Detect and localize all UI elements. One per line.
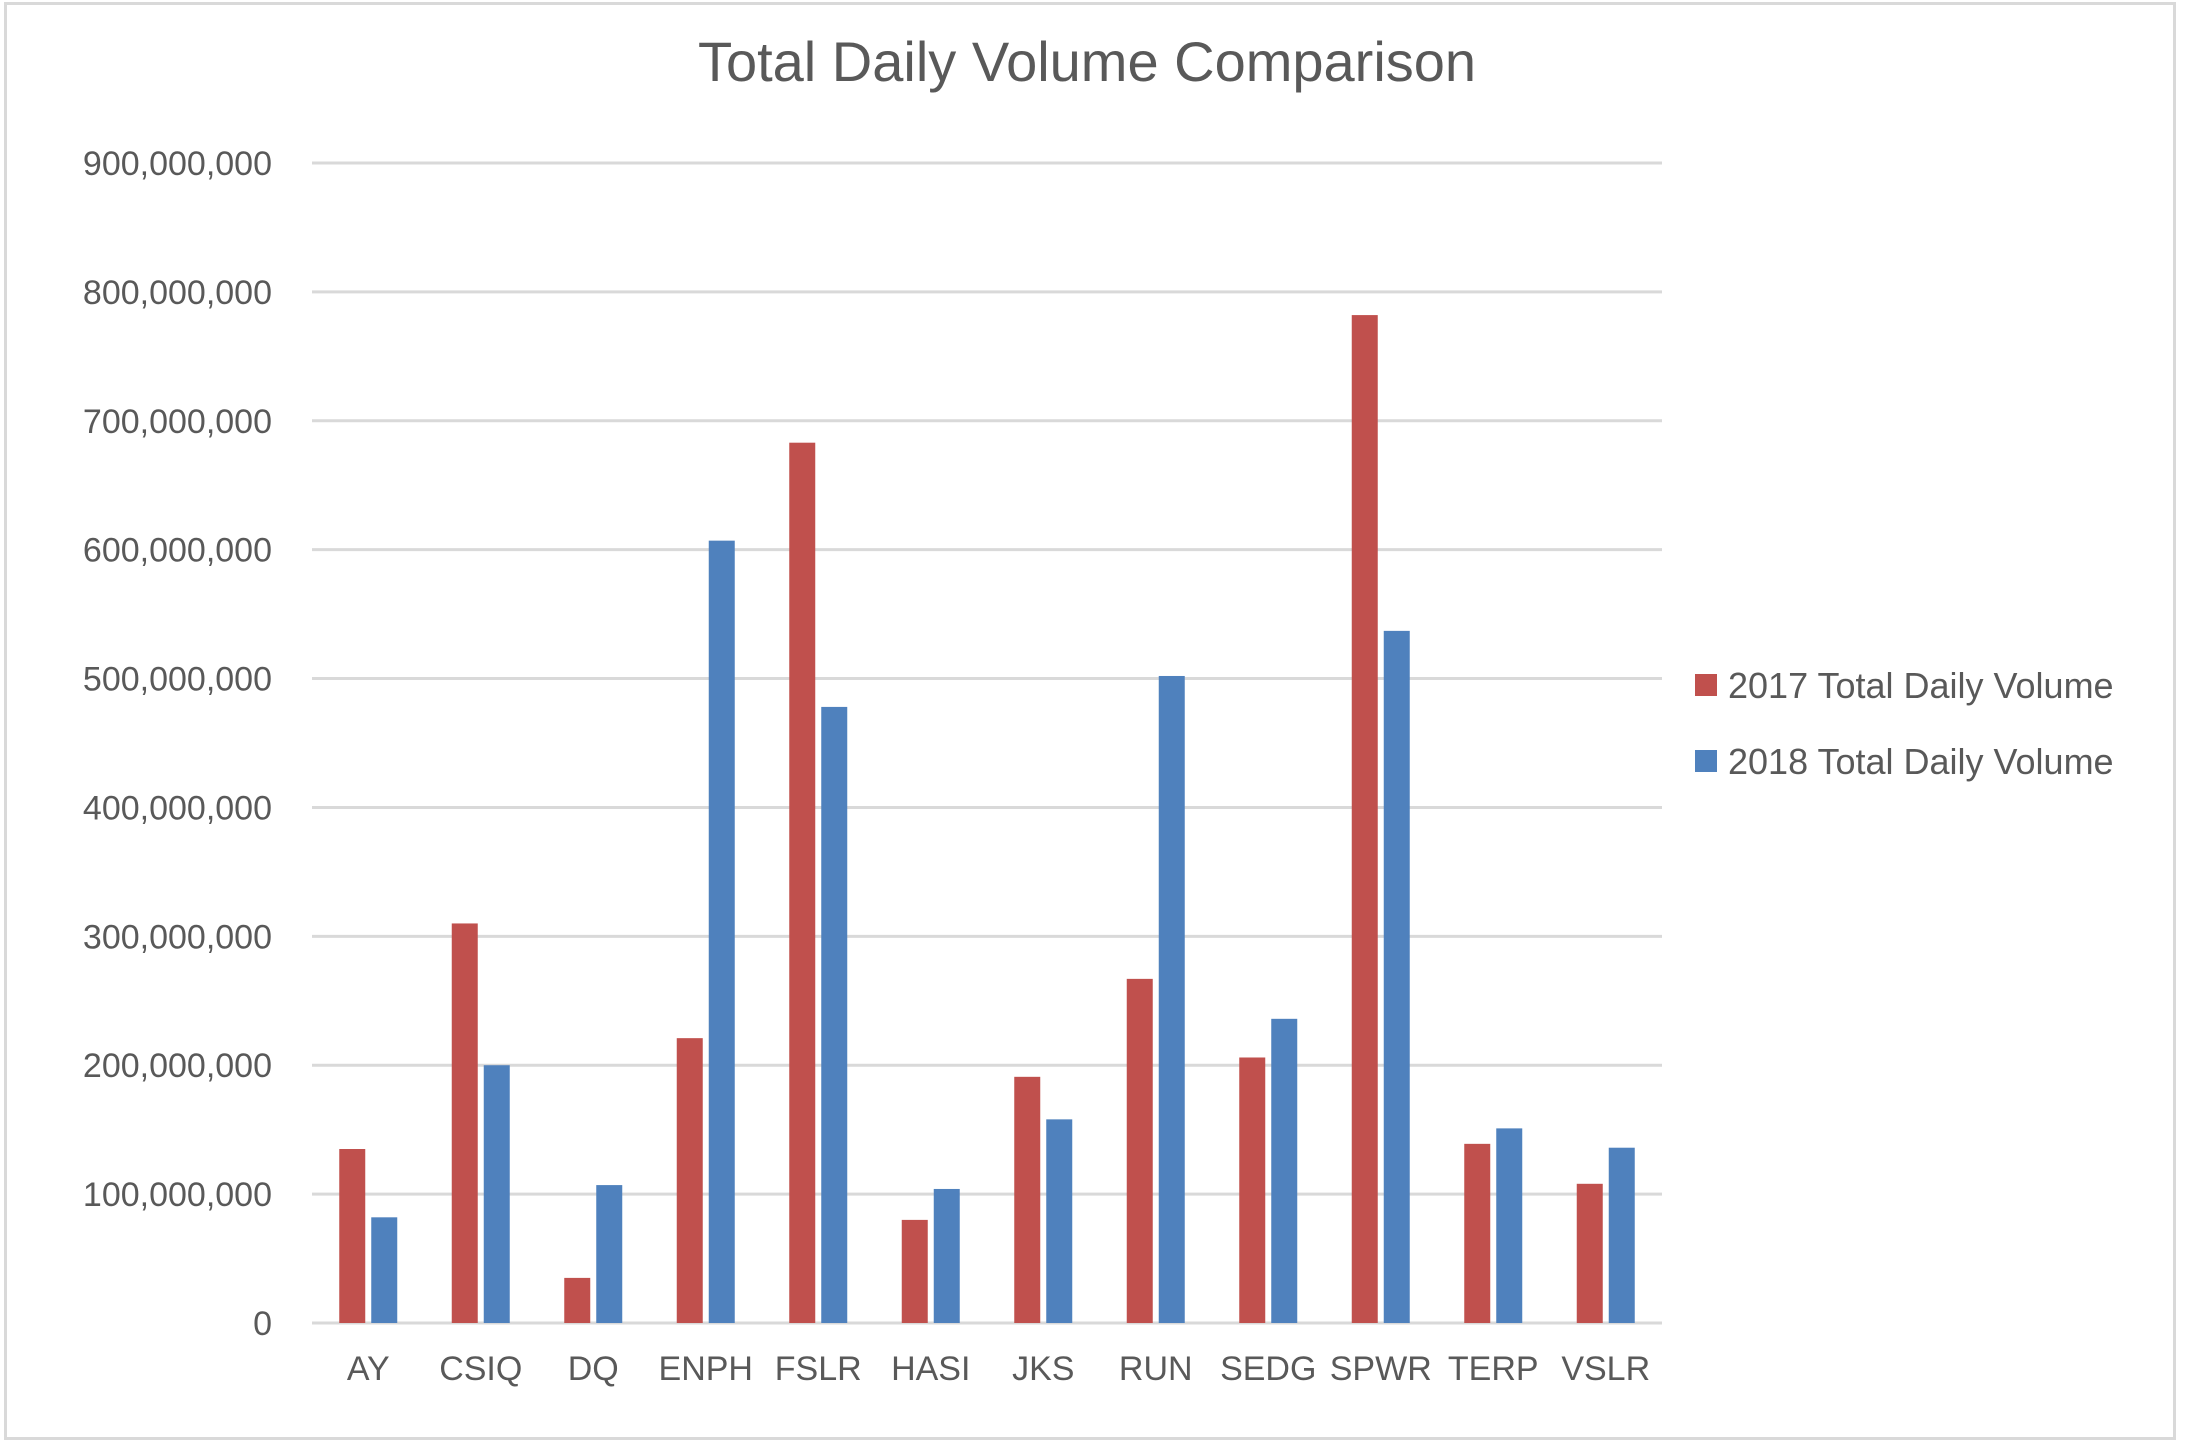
legend-label: 2017 Total Daily Volume [1728,665,2114,706]
chart-title: Total Daily Volume Comparison [698,30,1476,93]
bar-chart: Total Daily Volume Comparison 0 100,000,0… [83,30,2114,1388]
bars [339,315,1635,1324]
x-tick-label: AY [347,1350,390,1388]
bar-2017-csiq [451,923,478,1323]
y-tick-label: 700,000,000 [83,403,272,441]
x-tick-label: SPWR [1330,1350,1432,1388]
x-tick-label: TERP [1448,1350,1539,1388]
legend-swatch [1695,750,1717,772]
bar-2018-enph [708,540,735,1323]
y-tick-label: 800,000,000 [83,274,272,312]
bar-2017-vslr [1576,1183,1603,1323]
chart-frame: Total Daily Volume Comparison 0 100,000,0… [4,2,2176,1440]
y-tick-label: 900,000,000 [83,145,272,183]
bar-2018-dq [596,1185,623,1323]
y-tick-label: 200,000,000 [83,1047,272,1085]
bar-2017-ay [339,1149,366,1323]
y-tick-label: 500,000,000 [83,661,272,699]
gridlines [312,161,1662,1325]
x-tick-label: ENPH [659,1350,753,1388]
y-tick-label: 600,000,000 [83,532,272,570]
legend: 2017 Total Daily Volume 2018 Total Daily … [1695,665,2114,782]
bar-2017-spwr [1351,315,1378,1324]
bar-2018-vslr [1608,1147,1635,1323]
bar-2018-sedg [1271,1018,1298,1323]
bar-2017-fslr [789,442,816,1323]
bar-2017-terp [1464,1143,1491,1323]
bar-2017-dq [564,1277,591,1323]
bar-2018-run [1158,675,1185,1323]
x-tick-label: FSLR [775,1350,862,1388]
y-tick-label: 300,000,000 [83,918,272,956]
legend-swatch [1695,674,1717,696]
x-tick-label: RUN [1119,1350,1193,1388]
bar-2018-spwr [1383,630,1410,1323]
x-tick-label: HASI [891,1350,970,1388]
bar-2018-jks [1046,1119,1073,1323]
x-axis-ticks: AY CSIQ DQ ENPH FSLR HASI JKS RUN SEDG SPWR TERP VS… [347,1350,1650,1388]
bar-2018-ay [371,1217,398,1323]
y-tick-label: 400,000,000 [83,789,272,827]
x-tick-label: SEDG [1220,1350,1316,1388]
x-tick-label: VSLR [1561,1350,1650,1388]
y-tick-label: 0 [253,1305,272,1343]
bar-2017-sedg [1239,1057,1266,1323]
legend-label: 2018 Total Daily Volume [1728,741,2114,782]
bar-2018-terp [1496,1128,1523,1323]
x-tick-label: JKS [1012,1350,1074,1388]
bar-2017-run [1126,978,1153,1323]
y-axis-ticks: 0 100,000,000 200,000,000 300,000,000 400,00… [83,145,272,1343]
y-tick-label: 100,000,000 [83,1176,272,1214]
bar-2017-enph [676,1038,703,1323]
bar-2018-csiq [483,1065,510,1323]
bar-2018-hasi [933,1188,960,1323]
bar-2017-jks [1014,1076,1041,1323]
x-tick-label: DQ [568,1350,619,1388]
x-tick-label: CSIQ [439,1350,522,1388]
bar-2018-fslr [821,706,848,1323]
bar-2017-hasi [901,1219,928,1323]
